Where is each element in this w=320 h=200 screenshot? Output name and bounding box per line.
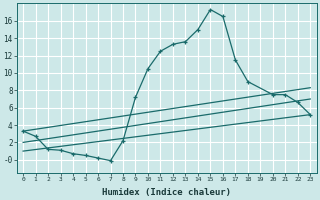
X-axis label: Humidex (Indice chaleur): Humidex (Indice chaleur) (102, 188, 231, 197)
